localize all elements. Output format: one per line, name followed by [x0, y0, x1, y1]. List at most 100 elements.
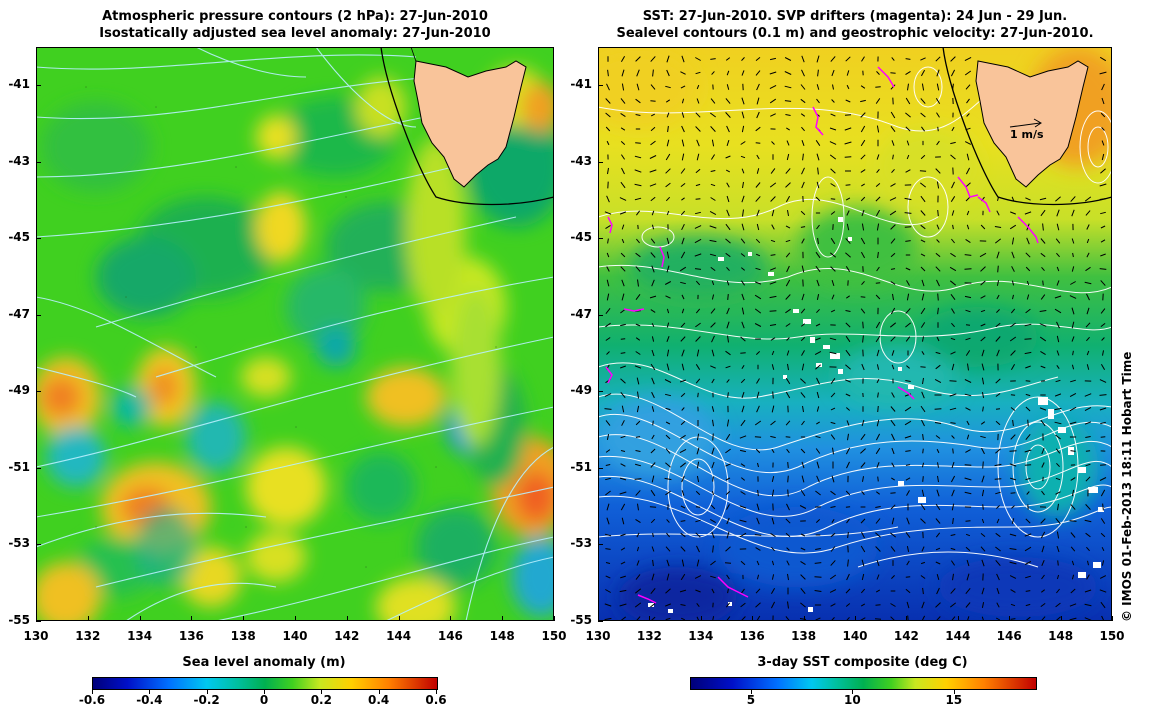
velocity-vector: [651, 573, 655, 581]
velocity-vector: [1072, 350, 1074, 356]
velocity-vector: [1102, 350, 1104, 356]
velocity-vector: [695, 378, 701, 384]
velocity-vector: [695, 532, 701, 538]
velocity-vector: [1040, 294, 1046, 300]
velocity-vector: [1069, 520, 1077, 522]
velocity-vector: [755, 70, 761, 76]
velocity-vector: [1056, 321, 1060, 329]
velocity-vector: [861, 280, 865, 286]
velocity-vector: [936, 573, 940, 581]
velocity-vector: [981, 559, 985, 567]
velocity-vector: [815, 548, 821, 550]
velocity-vector: [620, 112, 626, 118]
velocity-vector: [786, 448, 790, 454]
velocity-vector: [816, 293, 820, 301]
velocity-vector: [1069, 421, 1077, 425]
velocity-vector: [951, 308, 955, 314]
velocity-vector: [845, 310, 851, 312]
velocity-vector: [741, 168, 745, 174]
velocity-vector: [1071, 238, 1075, 244]
velocity-vector: [1085, 210, 1091, 216]
velocity-vector: [694, 225, 702, 229]
velocity-vector: [996, 602, 1000, 608]
velocity-vector: [712, 476, 714, 482]
velocity-vector: [681, 153, 685, 161]
velocity-vector: [861, 363, 865, 371]
velocity-vector: [937, 307, 939, 315]
velocity-vector: [995, 546, 1001, 552]
velocity-vector: [605, 224, 611, 230]
velocity-vector: [994, 463, 1002, 467]
velocity-vector: [1040, 350, 1046, 356]
sea-level-anomaly-map: [36, 47, 554, 621]
colorbar-tick: [852, 689, 854, 694]
lon-tick: [700, 616, 702, 621]
velocity-vector: [711, 406, 715, 412]
velocity-vector: [1102, 503, 1104, 511]
velocity-vector: [785, 252, 791, 258]
velocity-vector: [816, 153, 820, 161]
velocity-vector: [635, 210, 641, 216]
lon-tick: [1112, 616, 1113, 621]
velocity-vector: [770, 254, 776, 256]
velocity-vector: [696, 447, 700, 455]
velocity-vector: [937, 462, 939, 468]
velocity-vector: [875, 433, 881, 441]
velocity-vector: [621, 279, 625, 287]
velocity-vector: [861, 223, 865, 231]
velocity-vector: [860, 125, 866, 133]
velocity-vector: [965, 238, 971, 244]
velocity-vector: [935, 602, 941, 608]
velocity-vector: [845, 266, 851, 272]
velocity-vector: [920, 561, 926, 565]
velocity-vector: [1025, 433, 1031, 441]
velocity-vector: [995, 617, 1001, 621]
velocity-vector: [1070, 379, 1076, 383]
velocity-vector: [620, 575, 626, 579]
velocity-vector: [770, 168, 776, 174]
velocity-vector: [1101, 83, 1105, 91]
velocity-vector: [740, 238, 746, 244]
velocity-vector: [754, 294, 762, 300]
velocity-vector: [651, 434, 655, 440]
velocity-vector: [800, 84, 806, 90]
velocity-vector: [831, 475, 835, 483]
velocity-vector: [951, 181, 955, 189]
velocity-vector: [1101, 140, 1105, 146]
velocity-vector: [876, 168, 880, 174]
velocity-vector: [739, 449, 747, 453]
velocity-vector: [1056, 335, 1060, 343]
velocity-vector: [829, 589, 837, 593]
velocity-vector: [755, 126, 761, 132]
velocity-vector: [620, 365, 626, 369]
velocity-vector: [965, 449, 971, 453]
velocity-vector: [1084, 519, 1092, 523]
cloud-mask: [648, 217, 1104, 613]
velocity-vector: [666, 55, 670, 63]
velocity-vector: [621, 293, 625, 301]
sea-level-anomaly-plot: [36, 47, 554, 621]
velocity-vector: [950, 588, 956, 594]
lon-tick: [191, 616, 193, 621]
velocity-vector: [620, 435, 626, 439]
velocity-vector: [936, 69, 940, 77]
velocity-vector: [1055, 517, 1061, 525]
velocity-vector: [814, 562, 822, 564]
velocity-vector: [906, 140, 910, 146]
lon-tick: [502, 616, 504, 621]
velocity-vector: [845, 364, 851, 370]
velocity-vector: [847, 559, 849, 567]
velocity-vector: [845, 322, 851, 328]
velocity-vector: [620, 154, 626, 160]
velocity-vector: [860, 99, 866, 103]
velocity-vector: [891, 392, 895, 398]
velocity-vector: [1071, 574, 1075, 580]
velocity-vector: [769, 182, 777, 188]
velocity-vector: [607, 69, 609, 77]
velocity-vector: [756, 574, 760, 580]
velocity-vector: [769, 324, 777, 326]
velocity-vector: [996, 280, 1000, 286]
velocity-vector: [799, 505, 807, 509]
velocity-vector: [964, 141, 972, 145]
velocity-vector: [890, 281, 896, 285]
